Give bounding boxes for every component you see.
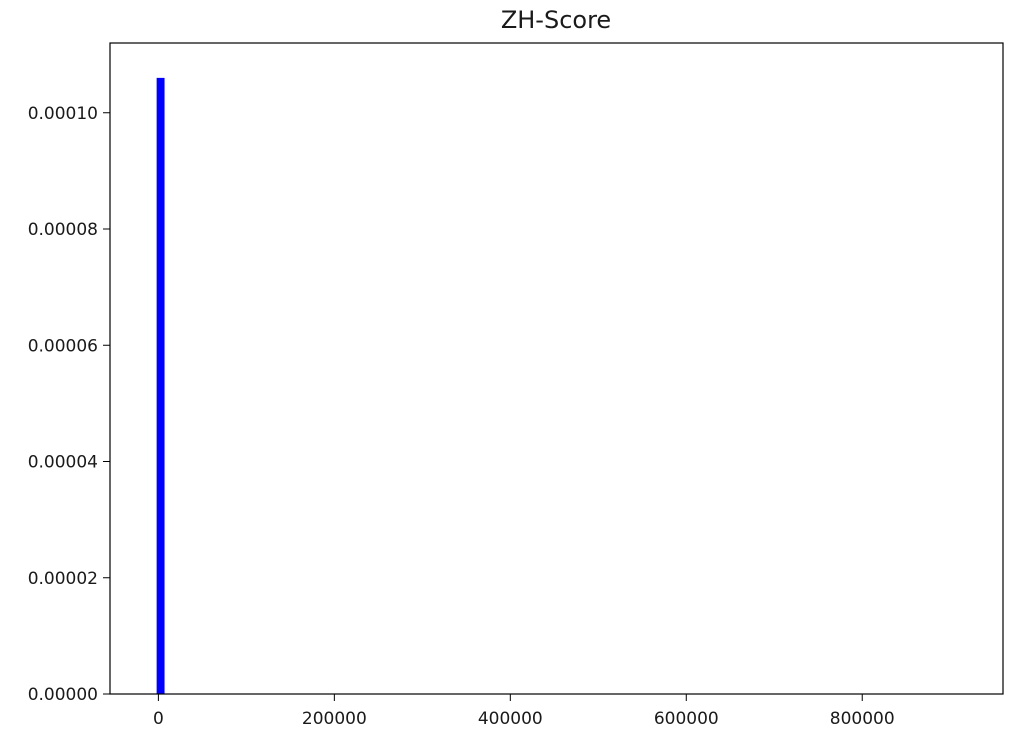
- chart-title: ZH-Score: [501, 6, 611, 34]
- y-tick-label: 0.00004: [28, 453, 98, 473]
- y-axis: 0.00000 0.00002 0.00004 0.00006 0.00008 0.000…: [28, 104, 110, 705]
- y-tick-label: 0.00000: [28, 685, 98, 705]
- x-tick-label: 600000: [654, 709, 719, 729]
- y-tick-label: 0.00008: [28, 220, 98, 240]
- x-tick-label: 400000: [478, 709, 543, 729]
- y-tick-label: 0.00010: [28, 104, 98, 124]
- bars-layer: [156, 77, 165, 694]
- x-tick-label: 0: [153, 709, 164, 729]
- y-tick-label: 0.00002: [28, 569, 98, 589]
- x-tick-label: 800000: [830, 709, 895, 729]
- x-axis: 0 200000 400000 600000 800000: [153, 694, 895, 729]
- plot-area-frame: [109, 42, 1004, 695]
- bar-0: [156, 77, 165, 694]
- y-tick-label: 0.00006: [28, 336, 98, 356]
- x-tick-label: 200000: [302, 709, 367, 729]
